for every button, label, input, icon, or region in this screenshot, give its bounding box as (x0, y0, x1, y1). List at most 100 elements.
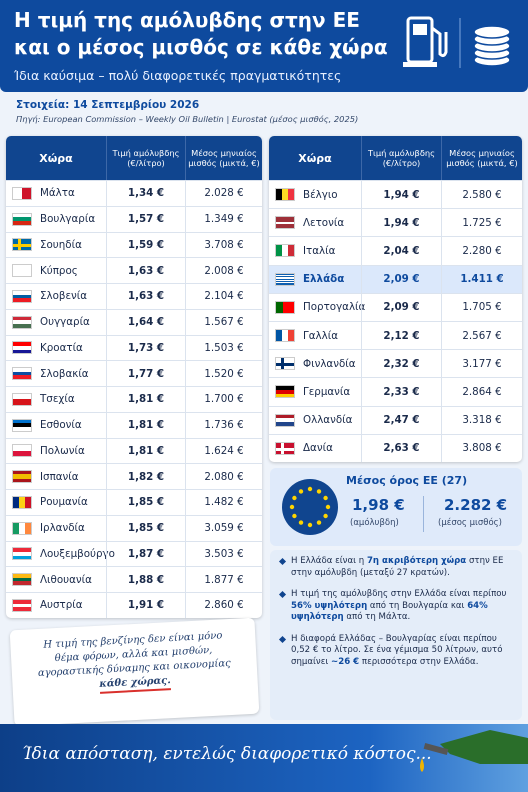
flag-part (276, 363, 294, 367)
salary-cell: 3.318 € (441, 406, 522, 434)
country-cell: Σουηδία (6, 233, 106, 258)
country-cell: Ελλάδα (269, 266, 361, 293)
column-header: Μέσος μηνιαίος μισθός (μικτά, €) (441, 136, 522, 180)
country-cell: Βέλγιο (269, 181, 361, 208)
table-row: Πορτογαλία 2,09 €1.705 € (269, 292, 522, 321)
country-cell: Εσθονία (6, 413, 106, 438)
country-name: Δανία (303, 442, 333, 455)
table-row: Πολωνία 1,81 €1.624 € (6, 437, 262, 464)
country-cell: Μάλτα (6, 181, 106, 206)
flag (12, 186, 32, 200)
flag-part (282, 189, 288, 201)
star (289, 504, 295, 510)
flag-part (13, 555, 31, 560)
country-name: Σλοβακία (40, 367, 89, 380)
flag-part (276, 223, 294, 227)
price-cell: 2,47 € (361, 406, 441, 434)
country-cell: Βουλγαρία (6, 207, 106, 232)
flag-part (13, 342, 31, 347)
salary-cell: 2.104 € (185, 284, 262, 309)
note-text: από τη Μάλτα. (343, 612, 411, 622)
price-cell: 1,85 € (106, 515, 185, 541)
notes: Η Ελλάδα είναι η 7η ακριβότερη χώρα στην… (270, 550, 522, 720)
flag-part (13, 522, 19, 534)
country-cell: Λιθουανία (6, 567, 106, 592)
note-text: από τη Βουλγαρία και (367, 600, 468, 611)
note-emphasis: 64% υψηλότερη (291, 600, 488, 623)
flag-part (13, 607, 31, 611)
country-name: Γαλλία (303, 329, 338, 342)
star (307, 522, 313, 528)
note-text: περισσότερα στην Ελλάδα. (359, 656, 479, 667)
flag (12, 212, 32, 226)
price-cell: 1,87 € (106, 541, 185, 567)
country-name: Ιρλανδία (40, 522, 85, 535)
flag-part (22, 187, 31, 199)
source-reference: Πηγή: European Commission – Weekly Oil B… (16, 114, 359, 124)
country-cell: Λουξεμβούργο (6, 542, 115, 567)
salary-cell: 3.503 € (185, 541, 262, 567)
flag-part (276, 279, 294, 281)
table-row: Γερμανία 2,33 €2.864 € (269, 377, 522, 406)
star (323, 495, 328, 501)
table-row: Κροατία 1,73 €1.503 € (6, 334, 262, 361)
flag-part (279, 301, 284, 313)
flag-part (276, 189, 282, 201)
flag-part (288, 245, 294, 257)
flag-part (13, 581, 31, 586)
flag-part (13, 599, 31, 604)
country-name: Σουηδία (40, 238, 82, 251)
flag (12, 418, 32, 432)
flag (12, 444, 32, 458)
note: Η Ελλάδα είναι η 7η ακριβότερη χώρα στην… (280, 556, 514, 579)
table-row: Κύπρος 1,63 €2.008 € (6, 257, 262, 283)
salary-cell: 1.725 € (441, 209, 522, 237)
price-cell: 2,32 € (361, 350, 441, 378)
note-text: Η Ελλάδα είναι η (291, 556, 367, 566)
country-cell: Ιρλανδία (6, 516, 106, 541)
price-cell: 2,09 € (361, 293, 441, 321)
price-cell: 1,63 € (106, 284, 185, 309)
flag (12, 547, 32, 561)
country-name: Λετονία (303, 216, 345, 229)
star (292, 513, 297, 519)
flag-part (13, 574, 31, 578)
flag-part (13, 368, 31, 372)
flag-part (13, 298, 31, 302)
eu-flag (282, 479, 338, 535)
flag-part (13, 213, 31, 218)
country-cell: Ολλανδία (269, 407, 361, 434)
flag-part (276, 245, 282, 257)
flag-part (13, 187, 22, 199)
flag-part (13, 220, 31, 225)
salary-cell: 1.520 € (185, 361, 262, 386)
flag (275, 188, 295, 202)
salary-cell: 3.177 € (441, 350, 522, 378)
table-row: Μάλτα 1,34 €2.028 € (6, 180, 262, 206)
flag-part (288, 189, 294, 201)
table-left: Χώρα Τιμή αμόλυβδης (€/λίτρο) Μέσος μηνιαί… (6, 136, 262, 618)
flag (12, 238, 32, 252)
table-row: Ισπανία 1,82 €2.080 € (6, 463, 262, 489)
table-row: Εσθονία 1,81 €1.736 € (6, 411, 262, 438)
price-cell: 1,85 € (106, 490, 185, 515)
price-cell: 1,91 € (106, 593, 185, 618)
country-name: Μάλτα (40, 187, 75, 200)
flag (275, 441, 295, 455)
country-cell: Λετονία (269, 209, 361, 236)
flag (12, 315, 32, 329)
country-cell: Ιταλία (269, 237, 361, 264)
table-row: Αυστρία 1,91 €2.860 € (6, 592, 262, 618)
star (298, 520, 304, 525)
eu-salary: 2.282 € (444, 496, 508, 514)
eu-salary-label: (μέσος μισθός) (438, 518, 502, 528)
note: Η διαφορά Ελλάδας – Βουλγαρίας είναι περ… (280, 634, 514, 669)
country-name: Φινλανδία (303, 357, 356, 370)
flag-part (19, 496, 25, 508)
country-cell: Πορτογαλία (269, 294, 365, 321)
salary-cell: 2.008 € (185, 258, 262, 283)
eu-title: Μέσος όρος ΕΕ (27) (346, 474, 468, 487)
salary-cell: 1.349 € (185, 206, 262, 232)
flag (12, 264, 32, 278)
